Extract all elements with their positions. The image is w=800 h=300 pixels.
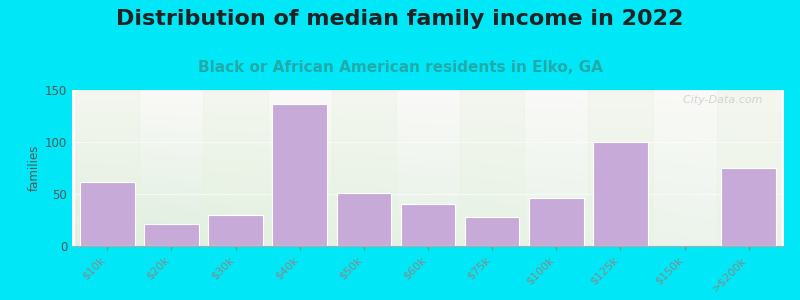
Bar [337,193,391,246]
Bar [273,103,327,246]
Bar [75,90,139,246]
Bar [460,90,524,246]
Bar [722,168,776,246]
Bar [203,90,268,246]
Bar [332,90,396,246]
Bar [717,90,781,246]
Bar [396,90,460,246]
Text: City-Data.com: City-Data.com [676,95,762,105]
Bar [465,217,519,246]
Text: Black or African American residents in Elko, GA: Black or African American residents in E… [198,60,602,75]
Bar [588,90,653,246]
Bar [208,215,263,246]
Text: Distribution of median family income in 2022: Distribution of median family income in … [116,9,684,29]
Bar [401,204,455,246]
Bar [80,182,134,246]
Bar [144,224,198,246]
Bar [139,90,203,246]
Bar [524,90,588,246]
Bar [653,90,717,246]
Bar [268,90,332,246]
Bar [529,198,583,246]
Y-axis label: families: families [28,145,41,191]
Bar [593,142,648,246]
